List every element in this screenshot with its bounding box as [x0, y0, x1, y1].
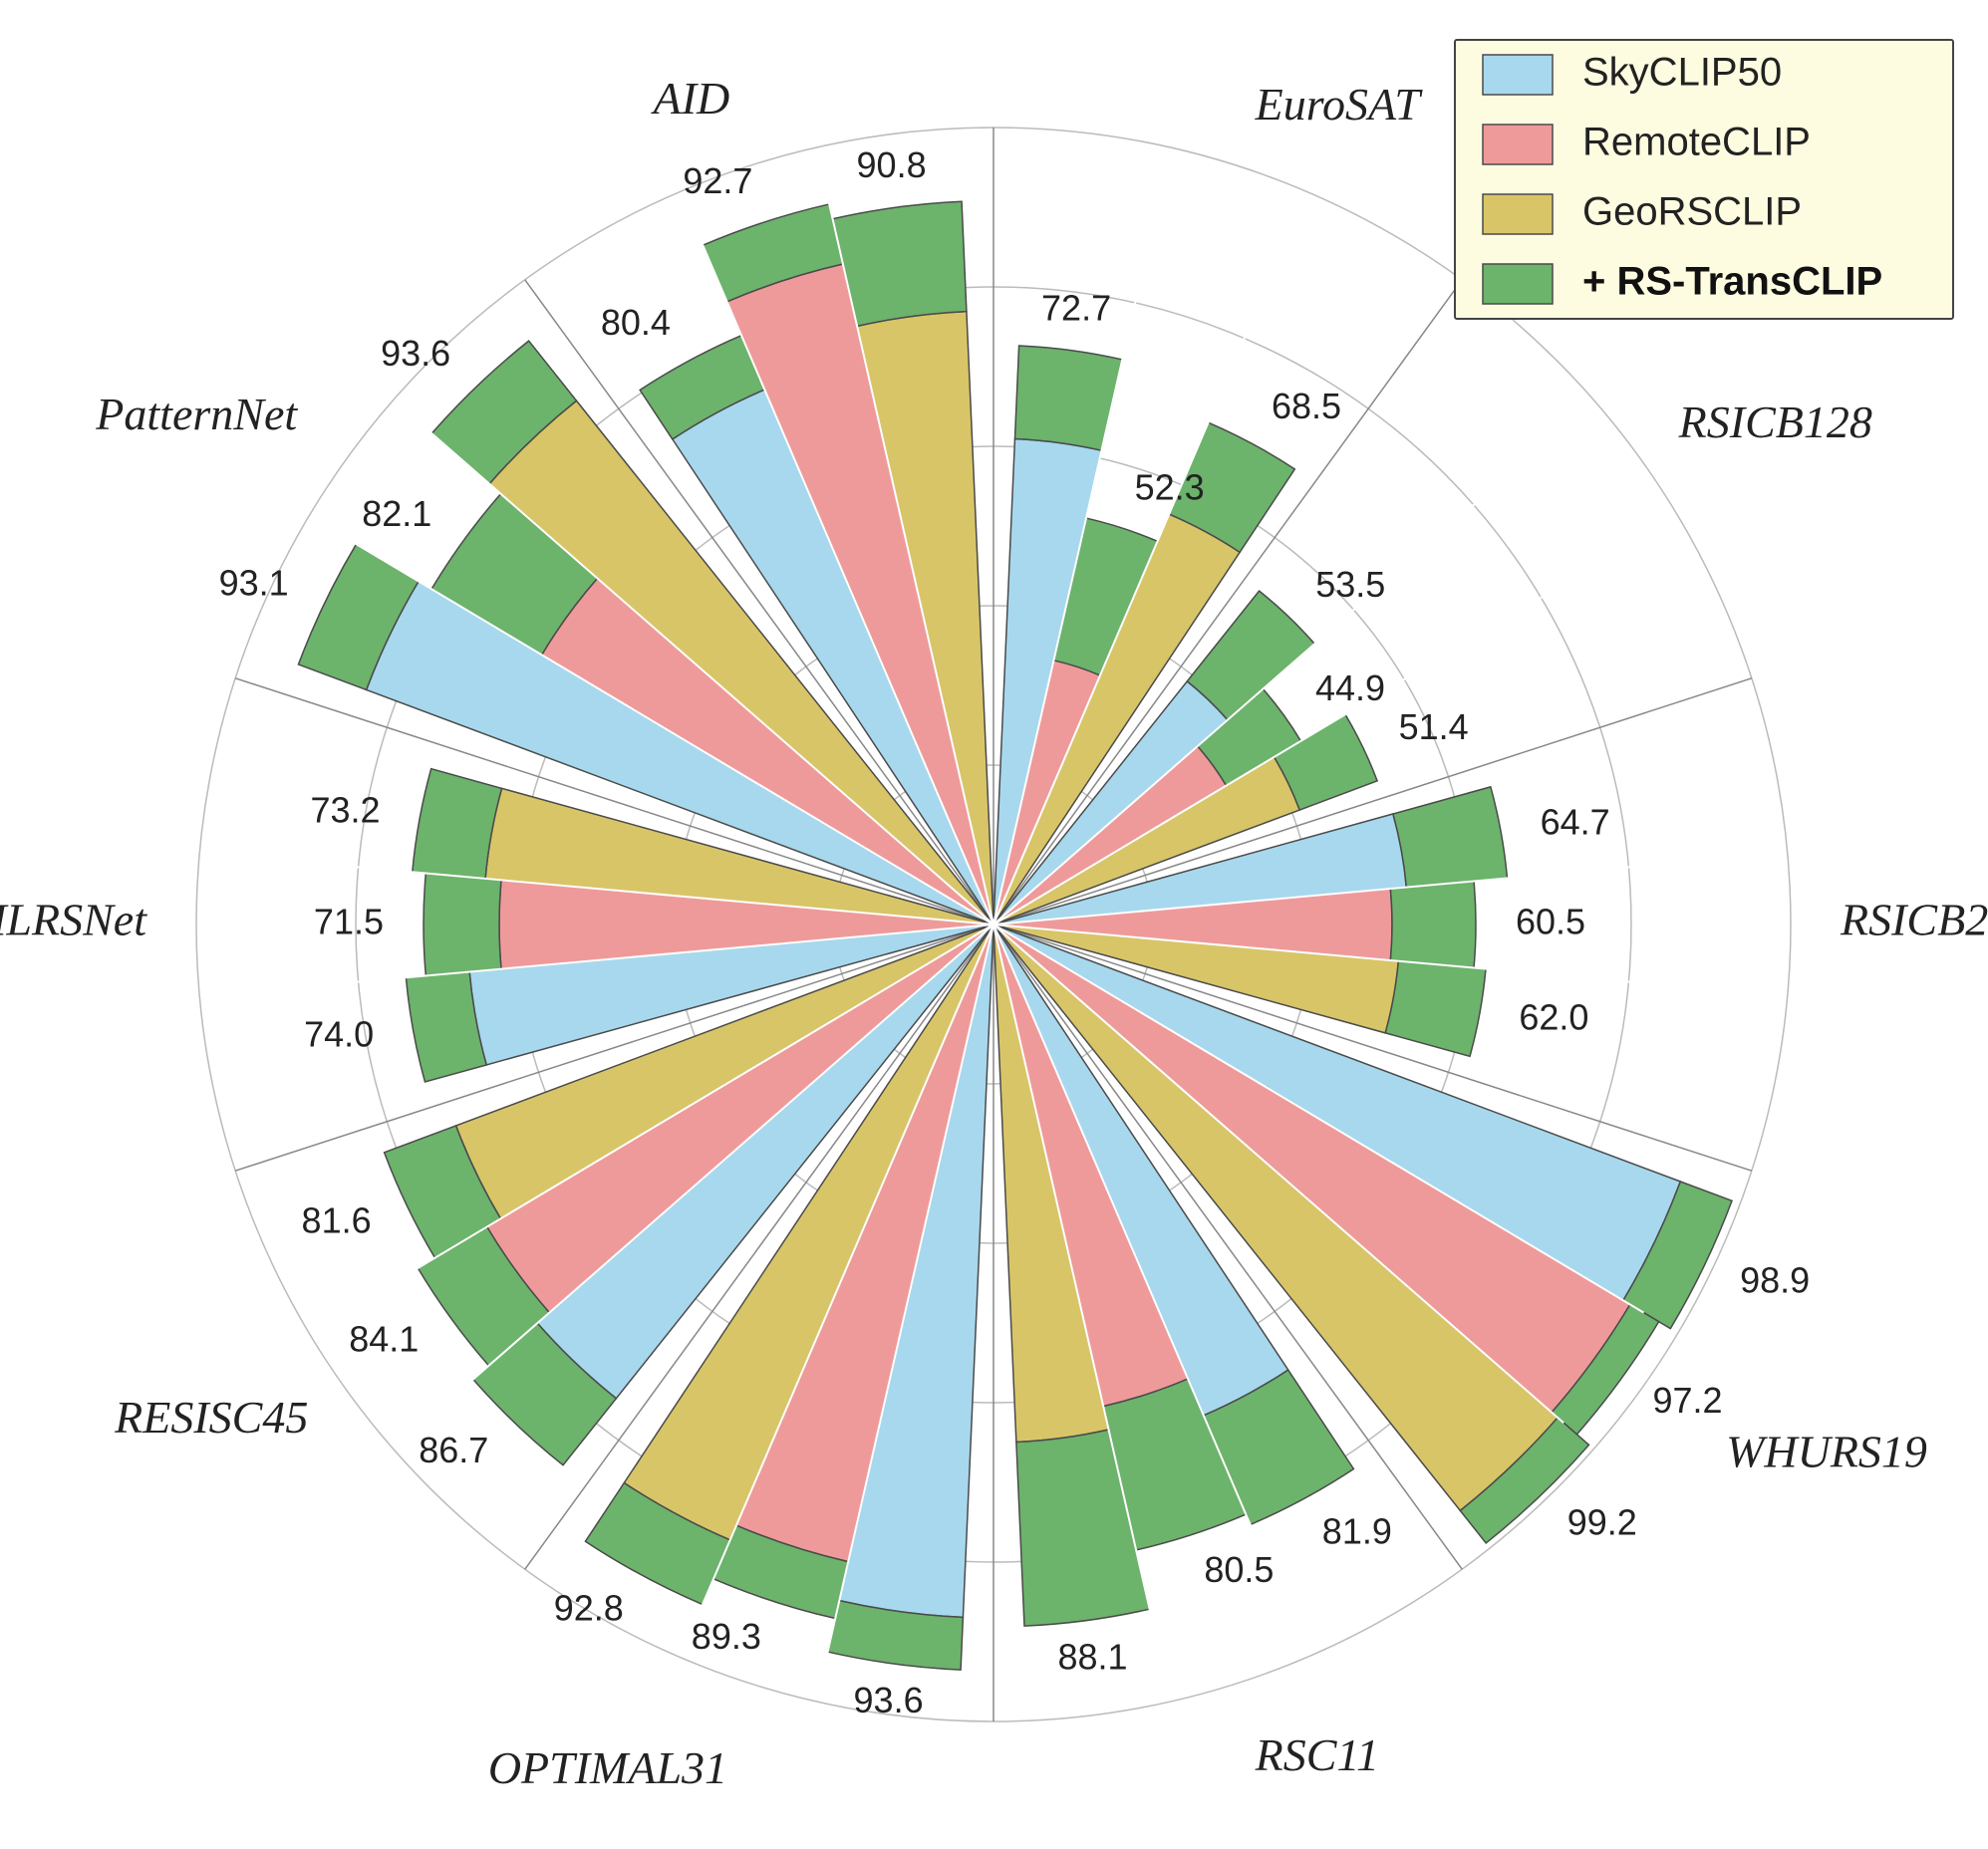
- bar-RSICB256-RemoteCLIP-transclip: [1390, 881, 1476, 967]
- value-label-OPTIMAL31-GeoRSCLIP: 92.8: [554, 1587, 624, 1628]
- value-label-PatternNet-GeoRSCLIP: 93.6: [381, 333, 450, 374]
- category-label-MLRSNet: MLRSNet: [0, 895, 147, 945]
- value-label-RSICB256-SkyCLIP50: 64.7: [1541, 802, 1610, 843]
- bar-EuroSAT-SkyCLIP50-transclip: [1014, 346, 1122, 450]
- legend-swatch-GeoRSCLIP: [1483, 194, 1553, 234]
- radial-bar-chart: 72.7 52.3 68.5 53.5 44.9 51.4 64.7 60.5 62.0 98.9…: [0, 0, 1988, 1849]
- legend-label-RS-TransCLIP: + RS-TransCLIP: [1582, 260, 1882, 304]
- value-label-AID-GeoRSCLIP: 90.8: [857, 144, 927, 185]
- value-label-EuroSAT-RemoteCLIP: 52.3: [1135, 467, 1205, 508]
- value-label-RSICB128-GeoRSCLIP: 51.4: [1399, 706, 1469, 747]
- category-label-WHURS19: WHURS19: [1726, 1427, 1927, 1477]
- value-label-EuroSAT-SkyCLIP50: 72.7: [1041, 287, 1111, 328]
- value-label-RSICB128-SkyCLIP50: 53.5: [1315, 564, 1385, 605]
- value-label-RSC11-GeoRSCLIP: 88.1: [1057, 1637, 1127, 1678]
- value-label-WHURS19-RemoteCLIP: 97.2: [1652, 1380, 1722, 1421]
- legend-label-GeoRSCLIP: GeoRSCLIP: [1582, 190, 1802, 234]
- category-label-PatternNet: PatternNet: [95, 389, 298, 439]
- value-label-RSICB256-RemoteCLIP: 60.5: [1516, 902, 1585, 942]
- value-label-RESISC45-GeoRSCLIP: 81.6: [302, 1200, 372, 1241]
- value-label-RSC11-SkyCLIP50: 81.9: [1322, 1511, 1392, 1552]
- legend-swatch-RemoteCLIP: [1483, 125, 1553, 164]
- category-label-RSC11: RSC11: [1255, 1729, 1379, 1780]
- value-label-RSICB128-RemoteCLIP: 44.9: [1315, 667, 1385, 708]
- category-label-RESISC45: RESISC45: [114, 1392, 308, 1443]
- value-label-MLRSNet-GeoRSCLIP: 73.2: [310, 789, 380, 830]
- bar-RSICB256-SkyCLIP50-transclip: [1393, 787, 1508, 888]
- category-label-OPTIMAL31: OPTIMAL31: [488, 1742, 727, 1793]
- legend: SkyCLIP50 RemoteCLIP GeoRSCLIP + RS-TransCL…: [1455, 40, 1953, 319]
- value-label-AID-SkyCLIP50: 80.4: [601, 302, 671, 343]
- category-label-AID: AID: [651, 73, 730, 124]
- value-label-MLRSNet-SkyCLIP50: 74.0: [304, 1014, 374, 1055]
- legend-label-SkyCLIP50: SkyCLIP50: [1582, 51, 1782, 95]
- value-label-RSC11-RemoteCLIP: 80.5: [1204, 1549, 1274, 1590]
- value-label-RSICB256-GeoRSCLIP: 62.0: [1519, 997, 1588, 1038]
- value-label-EuroSAT-GeoRSCLIP: 68.5: [1272, 386, 1341, 426]
- value-label-WHURS19-GeoRSCLIP: 99.2: [1567, 1501, 1637, 1542]
- value-label-RESISC45-RemoteCLIP: 84.1: [349, 1318, 419, 1359]
- bar-RSICB256-GeoRSCLIP-transclip: [1385, 961, 1486, 1057]
- legend-swatch-RS-TransCLIP: [1483, 264, 1553, 304]
- category-label-EuroSAT: EuroSAT: [1255, 79, 1424, 130]
- category-label-RSICB128: RSICB128: [1678, 396, 1872, 447]
- value-label-OPTIMAL31-SkyCLIP50: 93.6: [854, 1680, 924, 1720]
- value-label-WHURS19-SkyCLIP50: 98.9: [1740, 1260, 1810, 1301]
- value-label-PatternNet-SkyCLIP50: 93.1: [219, 562, 289, 603]
- value-label-OPTIMAL31-RemoteCLIP: 89.3: [692, 1616, 761, 1657]
- legend-label-RemoteCLIP: RemoteCLIP: [1582, 121, 1811, 164]
- category-label-RSICB256: RSICB256: [1840, 895, 1988, 945]
- value-label-AID-RemoteCLIP: 92.7: [683, 160, 752, 201]
- bar-MLRSNet-RemoteCLIP-transclip: [424, 874, 501, 976]
- value-label-MLRSNet-RemoteCLIP: 71.5: [314, 902, 384, 942]
- value-label-PatternNet-RemoteCLIP: 82.1: [362, 493, 431, 534]
- legend-swatch-SkyCLIP50: [1483, 55, 1553, 95]
- value-label-RESISC45-SkyCLIP50: 86.7: [419, 1430, 488, 1470]
